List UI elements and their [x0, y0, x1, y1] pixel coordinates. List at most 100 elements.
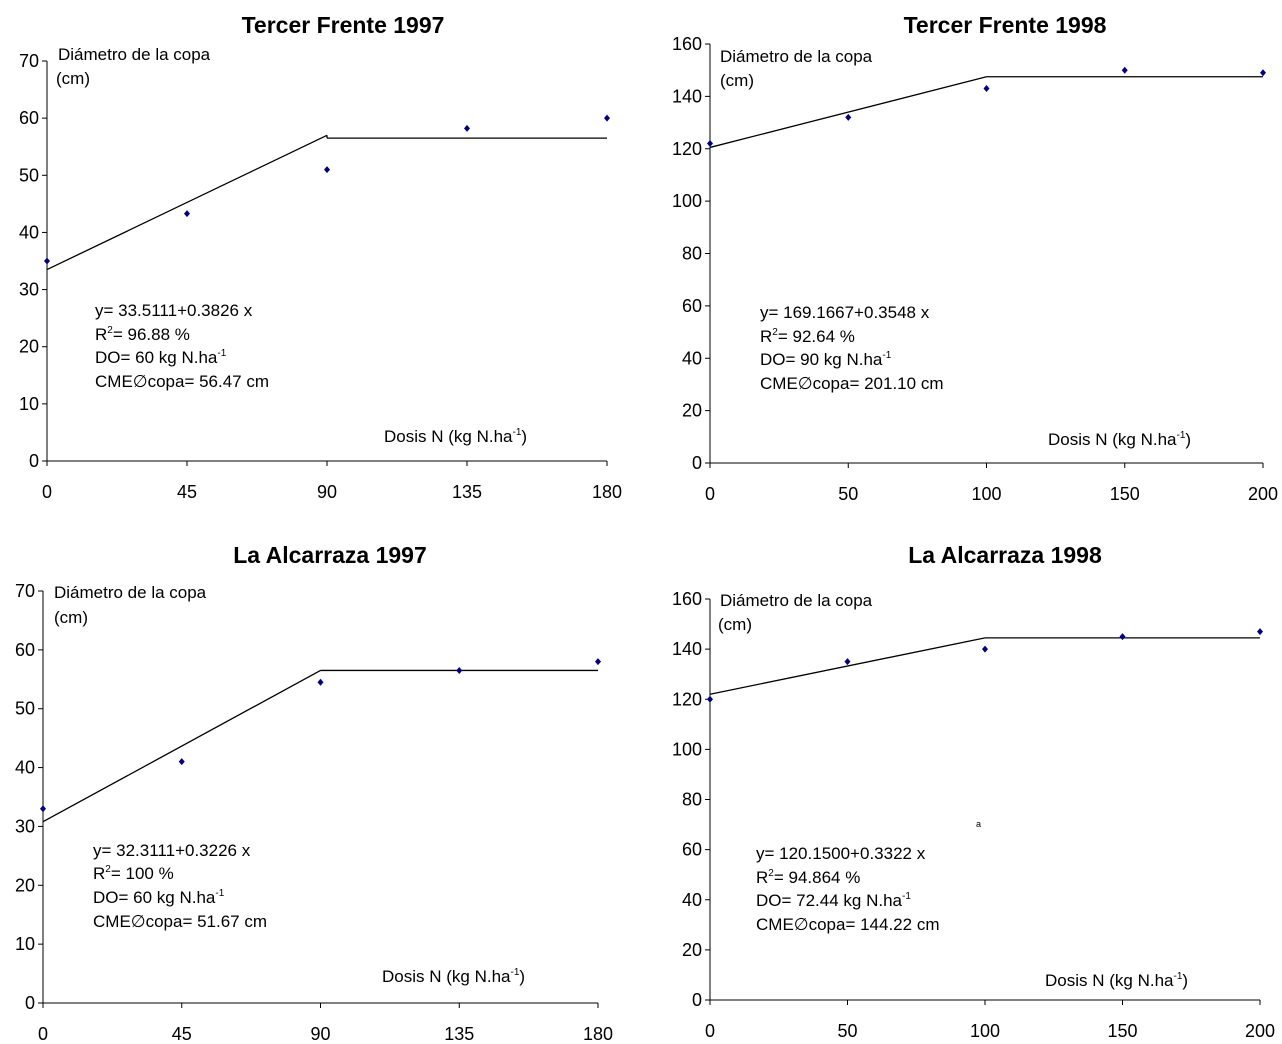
x-axis-label: Dosis N (kg N.ha-1) — [1048, 430, 1191, 449]
data-point — [595, 658, 601, 666]
y-axis-label: Diámetro de la copa (cm) — [54, 583, 207, 627]
y-tick-label: 20 — [15, 875, 35, 895]
axes: 0 20 40 60 80 100 120 140 160 0 50 100 150 200 — [672, 589, 1275, 1041]
y-tick-label: 70 — [19, 51, 39, 71]
y-axis-label-line2: (cm) — [720, 71, 754, 90]
stats-annotation: y= 33.5111+0.3826 x R2= 96.88 % DO= 60 k… — [95, 301, 269, 391]
y-tick-label: 60 — [15, 640, 35, 660]
x-tick-label: 0 — [42, 482, 52, 502]
data-point — [604, 114, 610, 122]
regression-equation: y= 120.1500+0.3322 x — [756, 844, 926, 863]
y-axis-label: Diámetro de la copa (cm) — [56, 45, 211, 88]
data-point — [707, 695, 713, 703]
x-axis-label: Dosis N (kg N.ha-1) — [382, 967, 525, 986]
x-tick-label: 200 — [1248, 484, 1278, 504]
regression-equation: y= 169.1667+0.3548 x — [760, 303, 930, 322]
y-tick-label: 120 — [672, 139, 702, 159]
data-points — [44, 114, 610, 265]
chart-title: La Alcarraza 1997 — [233, 542, 427, 568]
data-point — [845, 113, 852, 121]
x-tick-label: 45 — [177, 482, 197, 502]
y-axis-label-line1: Diámetro de la copa — [720, 47, 873, 66]
axes: 0 10 20 30 40 50 60 70 0 45 90 135 180 — [19, 51, 622, 502]
data-points — [707, 628, 1263, 703]
data-points — [707, 66, 1266, 148]
y-tick-label: 20 — [682, 940, 702, 960]
data-point — [456, 666, 463, 674]
y-tick-label: 0 — [29, 451, 39, 471]
y-tick-label: 80 — [682, 244, 702, 264]
x-tick-label: 180 — [592, 482, 622, 502]
r-squared: R2= 94.864 % — [756, 868, 860, 887]
data-point — [844, 658, 851, 666]
y-tick-label: 60 — [682, 296, 702, 316]
fit-line — [42, 669, 598, 823]
y-tick-label: 40 — [682, 348, 702, 368]
stats-annotation: y= 120.1500+0.3322 x R2= 94.864 % DO= 72… — [756, 844, 939, 934]
data-point — [40, 805, 46, 813]
y-axis-label-line2: (cm) — [56, 69, 90, 88]
x-tick-label: 150 — [1110, 484, 1140, 504]
fit-segment — [709, 637, 986, 695]
y-tick-label: 40 — [15, 758, 35, 778]
x-tick-label: 0 — [38, 1024, 48, 1044]
data-point — [1260, 69, 1266, 77]
x-tick-label: 180 — [583, 1024, 613, 1044]
axes: 0 10 20 30 40 50 60 70 0 45 90 135 180 — [15, 581, 613, 1044]
fit-line — [709, 76, 1263, 149]
stats-annotation: y= 32.3111+0.3226 x R2= 100 % DO= 60 kg … — [93, 841, 267, 931]
y-tick-label: 140 — [672, 639, 702, 659]
x-axis-label: Dosis N (kg N.ha-1) — [384, 427, 527, 446]
data-point — [1119, 633, 1126, 641]
cme-value: CME∅copa= 144.22 cm — [756, 915, 939, 934]
y-tick-label: 100 — [672, 739, 702, 759]
y-tick-label: 100 — [672, 191, 702, 211]
data-point — [1257, 628, 1263, 636]
y-axis-label: Diámetro de la copa (cm) — [720, 47, 873, 90]
data-point — [983, 85, 990, 93]
y-tick-label: 60 — [682, 840, 702, 860]
y-axis-label-line1: Diámetro de la copa — [54, 583, 207, 602]
y-tick-label: 160 — [672, 589, 702, 609]
y-tick-label: 20 — [682, 401, 702, 421]
x-tick-label: 0 — [705, 484, 715, 504]
optimal-dose: DO= 72.44 kg N.ha-1 — [756, 891, 911, 910]
y-tick-label: 50 — [19, 165, 39, 185]
x-tick-label: 90 — [310, 1024, 330, 1044]
fit-segment — [46, 134, 328, 271]
data-point — [324, 166, 330, 174]
y-tick-label: 30 — [15, 816, 35, 836]
y-axis-label-line1: Diámetro de la copa — [58, 45, 211, 64]
y-tick-label: 50 — [15, 699, 35, 719]
x-tick-label: 135 — [444, 1024, 474, 1044]
data-point — [317, 678, 324, 686]
chart-la-alcarraza-1997: La Alcarraza 1997 Diámetro de la copa (c… — [15, 542, 613, 1044]
y-tick-label: 0 — [25, 993, 35, 1013]
data-point — [982, 645, 988, 653]
x-tick-label: 50 — [838, 484, 858, 504]
axes: 0 20 40 60 80 100 120 140 160 0 50 100 150 200 — [672, 34, 1278, 504]
y-tick-label: 0 — [692, 453, 702, 473]
y-tick-label: 20 — [19, 337, 39, 357]
optimal-dose: DO= 90 kg N.ha-1 — [760, 350, 892, 369]
y-tick-label: 80 — [682, 790, 702, 810]
data-point — [1121, 66, 1128, 74]
y-tick-label: 160 — [672, 34, 702, 54]
cme-value: CME∅copa= 56.47 cm — [95, 372, 269, 391]
regression-equation: y= 32.3111+0.3226 x — [93, 841, 251, 860]
r-squared: R2= 96.88 % — [95, 325, 190, 344]
x-tick-label: 100 — [971, 484, 1001, 504]
chart-tercer-frente-1997: Tercer Frente 1997 Diámetro de la copa (… — [19, 12, 622, 502]
chart-tercer-frente-1998: Tercer Frente 1998 Diámetro de la copa (… — [672, 12, 1278, 504]
regression-equation: y= 33.5111+0.3826 x — [95, 301, 253, 320]
y-tick-label: 120 — [672, 689, 702, 709]
chart-title: Tercer Frente 1997 — [242, 12, 445, 38]
y-axis-label: Diámetro de la copa (cm) — [718, 591, 873, 634]
stray-mark: a — [976, 819, 981, 829]
data-point — [44, 257, 50, 265]
x-axis-label: Dosis N (kg N.ha-1) — [1045, 971, 1188, 990]
r-squared: R2= 92.64 % — [760, 327, 855, 346]
data-point — [707, 140, 713, 148]
cme-value: CME∅copa= 51.67 cm — [93, 912, 267, 931]
